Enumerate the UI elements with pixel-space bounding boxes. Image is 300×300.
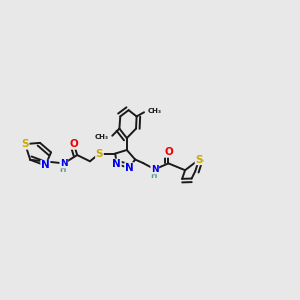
Text: O: O [164, 147, 173, 157]
Text: N: N [60, 159, 68, 168]
Text: N: N [125, 163, 134, 173]
Text: S: S [96, 148, 103, 159]
Text: N: N [112, 159, 121, 169]
Text: N: N [41, 160, 50, 170]
Text: H: H [150, 171, 157, 180]
Text: S: S [21, 139, 29, 149]
Text: N: N [151, 165, 159, 174]
Text: S: S [195, 154, 203, 164]
Text: H: H [59, 165, 66, 174]
Text: CH₃: CH₃ [95, 134, 109, 140]
Text: O: O [70, 139, 78, 149]
Text: CH₃: CH₃ [148, 108, 162, 114]
